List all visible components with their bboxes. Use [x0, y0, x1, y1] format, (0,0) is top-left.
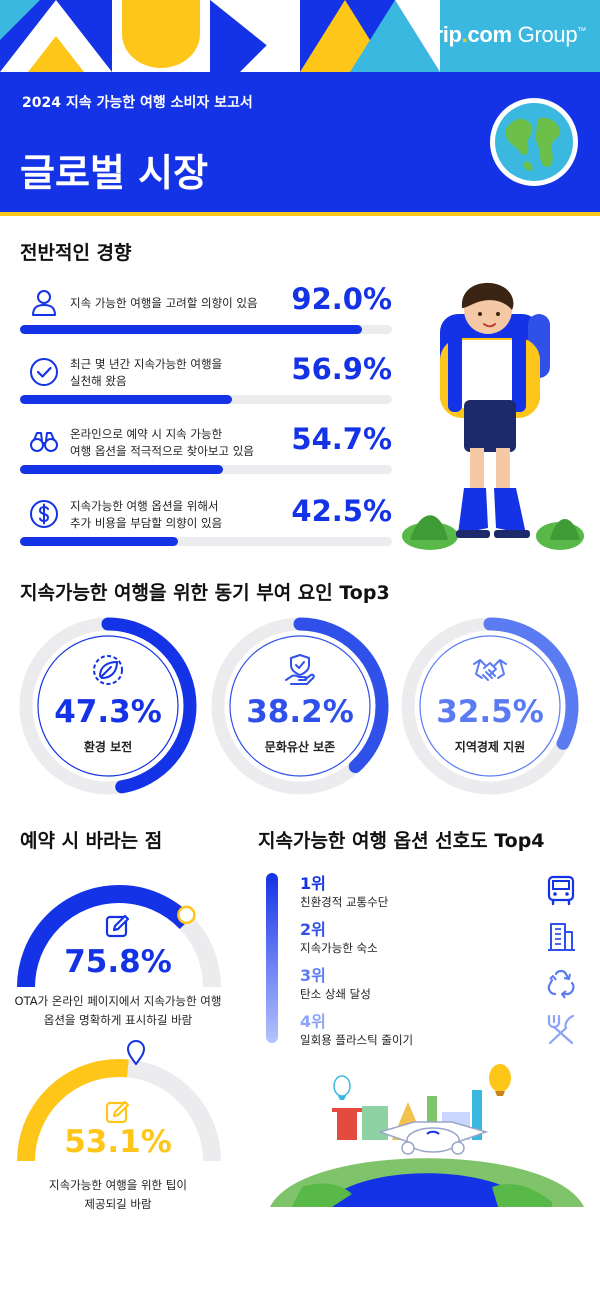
trend-bar-fill [20, 395, 232, 404]
preference-label: 탄소 상쇄 달성 [300, 987, 371, 1001]
preference-rank: 2위 [300, 920, 326, 939]
trend-label: 최근 몇 년간 지속가능한 여행을 실천해 왔음 [70, 357, 223, 388]
booking-text: OTA가 온라인 페이지에서 지속가능한 여행 옵션을 명확하게 표시하길 바람 [14, 994, 222, 1027]
trend-row: 지속가능한 여행 옵션을 위해서 추가 비용을 부담할 의향이 있음 42.5% [20, 494, 392, 554]
motivation-ring [19, 617, 197, 795]
motivation-value: 32.5% [436, 694, 544, 730]
globe-icon [490, 98, 578, 186]
motivation-card: 32.5% 지역경제 지원 [400, 616, 580, 796]
trend-row: 지속 가능한 여행을 고려할 의향이 있음 92.0% [20, 282, 392, 342]
header-divider [0, 212, 600, 216]
leaf-badge-icon [93, 655, 123, 685]
motivation-value: 38.2% [246, 694, 354, 730]
preference-rank: 1위 [300, 874, 326, 893]
trend-bar [20, 325, 392, 334]
trend-bar [20, 465, 392, 474]
gauge-marker [177, 905, 196, 925]
handshake-icon [473, 659, 507, 681]
trend-label: 지속가능한 여행 옵션을 위해서 추가 비용을 부담할 의향이 있음 [70, 499, 223, 530]
preference-label: 일회용 플라스틱 줄이기 [300, 1033, 414, 1047]
trend-row: 온라인으로 예약 시 지속 가능한 여행 옵션을 적극적으로 찾아보고 있음 54… [20, 422, 392, 482]
trend-bar-fill [20, 465, 224, 474]
motivation-label: 환경 보전 [83, 740, 133, 754]
edit-icon [105, 914, 130, 938]
world-landmarks-illustration [270, 1064, 584, 1207]
motivation-section-title: 지속가능한 여행을 위한 동기 부여 요인 Top3 [20, 582, 390, 604]
booking-value: 53.1% [64, 1124, 172, 1160]
booking-gauge [17, 885, 221, 988]
preference-section-title: 지속가능한 여행 옵션 선호도 Top4 [258, 830, 545, 852]
preference-item: 1위 친환경적 교통수단 [300, 874, 480, 910]
trend-label: 온라인으로 예약 시 지속 가능한 여행 옵션을 적극적으로 찾아보고 있음 [70, 427, 254, 458]
binoculars-icon [30, 432, 58, 452]
booking-value: 75.8% [64, 944, 172, 980]
tripcom-logo: Trip.com Group™ [422, 22, 587, 47]
motivation-label: 지역경제 지원 [454, 740, 526, 754]
page-title: 글로벌 시장 [20, 151, 209, 195]
trend-value: 42.5% [291, 494, 392, 528]
hand-shield-icon [285, 654, 315, 685]
preference-rank-bar [266, 873, 278, 1043]
utensils-icon [547, 1014, 575, 1045]
report-label: 2024 지속 가능한 여행 소비자 보고서 [22, 95, 253, 111]
trend-value: 92.0% [291, 282, 392, 316]
overall-section-title: 전반적인 경향 [20, 242, 132, 264]
dollar-coin-icon [30, 500, 58, 528]
trend-bar-fill [20, 325, 363, 334]
booking-gauge [17, 1059, 221, 1162]
recycle-icon [547, 969, 575, 999]
preference-rank: 3위 [300, 966, 326, 985]
trend-bar [20, 395, 392, 404]
building-icon [548, 923, 575, 951]
header: Trip.com Group™ 2024 지속 가능한 여행 소비자 보고서 글… [0, 0, 600, 212]
booking-section-title: 예약 시 바라는 점 [20, 830, 163, 852]
check-circle-icon [30, 358, 58, 386]
preference-item: 2위 지속가능한 숙소 [300, 920, 480, 956]
preference-label: 친환경적 교통수단 [300, 895, 389, 909]
motivation-label: 문화유산 보존 [264, 740, 336, 754]
trend-bar-fill [20, 537, 179, 546]
booking-text: 지속가능한 여행을 위한 팁이 제공되길 바람 [49, 1178, 187, 1211]
trend-value: 54.7% [291, 422, 392, 456]
trend-value: 56.9% [291, 352, 392, 386]
header-pattern [0, 0, 600, 72]
trend-row: 최근 몇 년간 지속가능한 여행을 실천해 왔음 56.9% [20, 352, 392, 412]
motivation-ring [401, 617, 579, 795]
location-pin-icon [126, 1040, 146, 1066]
traveler-illustration [402, 282, 584, 550]
preference-rank: 4위 [300, 1012, 326, 1031]
preference-item: 3위 탄소 상쇄 달성 [300, 966, 480, 1002]
motivation-card: 47.3% 환경 보전 [18, 616, 198, 796]
motivation-value: 47.3% [54, 694, 162, 730]
bus-icon [547, 875, 575, 906]
edit-icon [105, 1100, 130, 1124]
motivation-card: 38.2% 문화유산 보존 [210, 616, 390, 796]
trend-bar [20, 537, 392, 546]
trend-label: 지속 가능한 여행을 고려할 의향이 있음 [70, 296, 258, 310]
preference-label: 지속가능한 숙소 [300, 941, 378, 955]
preference-item: 4위 일회용 플라스틱 줄이기 [300, 1012, 480, 1048]
person-icon [32, 290, 56, 316]
motivation-ring [211, 617, 389, 795]
